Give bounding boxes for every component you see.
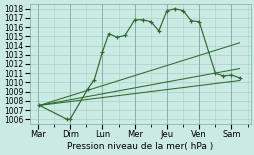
X-axis label: Pression niveau de la mer( hPa ): Pression niveau de la mer( hPa )	[67, 142, 213, 151]
